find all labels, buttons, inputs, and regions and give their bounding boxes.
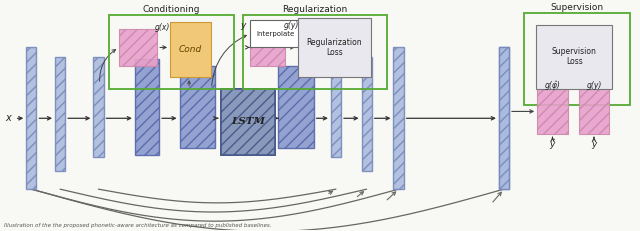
Bar: [362, 57, 372, 171]
Text: g(y): g(y): [586, 81, 602, 90]
Bar: [221, 88, 275, 155]
Bar: [298, 18, 371, 77]
Text: Regularization: Regularization: [283, 5, 348, 14]
Bar: [93, 57, 104, 157]
Bar: [579, 88, 609, 134]
Text: g(x): g(x): [155, 24, 170, 33]
Bar: [26, 47, 36, 189]
Text: g(φ̂): g(φ̂): [545, 80, 561, 90]
Bar: [524, 13, 630, 105]
Bar: [55, 57, 65, 171]
Text: Supervision
Loss: Supervision Loss: [552, 47, 596, 66]
Text: Cond: Cond: [179, 45, 202, 54]
Text: Illustration of the the proposed phonetic-aware architecture as compared to publ: Illustration of the the proposed phoneti…: [4, 223, 271, 228]
Bar: [135, 59, 159, 155]
Text: Supervision: Supervision: [550, 3, 604, 12]
Bar: [499, 47, 509, 189]
Bar: [537, 88, 568, 134]
Bar: [221, 88, 275, 155]
Bar: [119, 29, 157, 66]
Bar: [250, 29, 285, 66]
Text: g(y): g(y): [284, 21, 299, 30]
Text: Regularization
Loss: Regularization Loss: [307, 38, 362, 57]
Bar: [499, 47, 509, 189]
Bar: [394, 47, 404, 189]
Text: LSTM: LSTM: [231, 117, 265, 126]
Bar: [243, 15, 387, 88]
Bar: [250, 20, 301, 47]
Text: $\hat{y}$: $\hat{y}$: [548, 137, 556, 152]
Text: y: y: [591, 140, 596, 149]
Bar: [109, 15, 234, 88]
Bar: [536, 24, 612, 88]
Bar: [331, 57, 341, 157]
Bar: [179, 66, 214, 148]
Bar: [278, 66, 314, 148]
Text: Interpolate: Interpolate: [256, 31, 294, 37]
Text: Conditioning: Conditioning: [143, 5, 200, 14]
Bar: [170, 22, 211, 77]
Text: y: y: [241, 21, 246, 30]
Text: x: x: [6, 113, 12, 123]
